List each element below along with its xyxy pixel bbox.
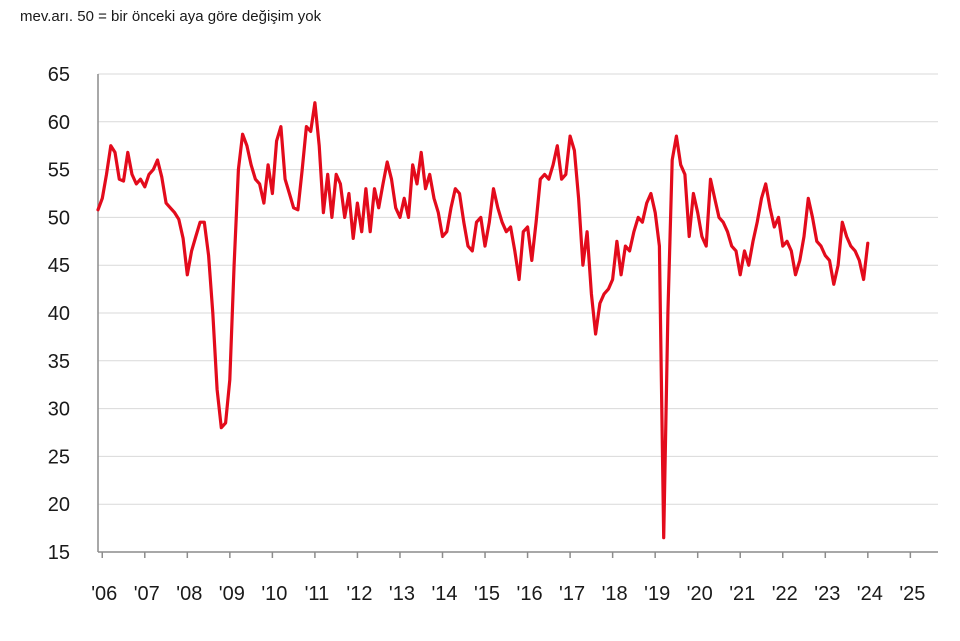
y-tick-label: 15: [48, 542, 70, 564]
x-tick-label: '20: [687, 583, 713, 605]
grid-lines: [98, 73, 938, 505]
y-tick-label: 25: [48, 446, 70, 468]
x-tick-label: '19: [644, 583, 670, 605]
x-tick-label: '12: [346, 583, 372, 605]
x-tick-label: '13: [389, 583, 415, 605]
x-tick-label: '15: [474, 583, 500, 605]
y-tick-label: 40: [48, 303, 70, 325]
x-tick-label: '24: [857, 583, 883, 605]
chart-subtitle: mev.arı. 50 = bir önceki aya göre değişi…: [20, 8, 322, 25]
x-tick-label: '11: [305, 583, 330, 605]
y-tick-label: 20: [48, 494, 70, 516]
x-tick-label: '14: [431, 583, 457, 605]
y-tick-label: 30: [48, 399, 70, 421]
x-tick-label: '18: [602, 583, 628, 605]
y-tick-label: 35: [48, 351, 70, 373]
x-tick-label: '17: [559, 583, 585, 605]
x-tick-label: '23: [814, 583, 840, 605]
x-tick-label: '08: [176, 583, 202, 605]
x-tick-label: '10: [261, 583, 287, 605]
y-tick-label: 55: [48, 160, 70, 182]
x-tick-label: '06: [91, 583, 117, 605]
x-tick-label: '25: [899, 583, 925, 605]
y-tick-label: 60: [48, 112, 70, 134]
x-tick-label: '22: [772, 583, 798, 605]
y-tick-label: 50: [48, 207, 70, 229]
x-axis-ticks: '06 '07 '08 '09 '10 '11 '12 '13 '14 '15 '16 '17 '18 '…: [91, 552, 925, 605]
x-tick-label: '07: [134, 583, 160, 605]
series-group: [96, 101, 870, 540]
y-axis-ticks: 15 20 25 30 35 40 45 50 55 60 65: [48, 64, 70, 564]
series-line: [96, 101, 870, 540]
x-tick-label: '16: [517, 583, 543, 605]
y-tick-label: 65: [48, 64, 70, 86]
y-tick-label: 45: [48, 255, 70, 277]
axes: [97, 74, 938, 553]
x-tick-label: '09: [219, 583, 245, 605]
x-tick-label: '21: [729, 583, 755, 605]
